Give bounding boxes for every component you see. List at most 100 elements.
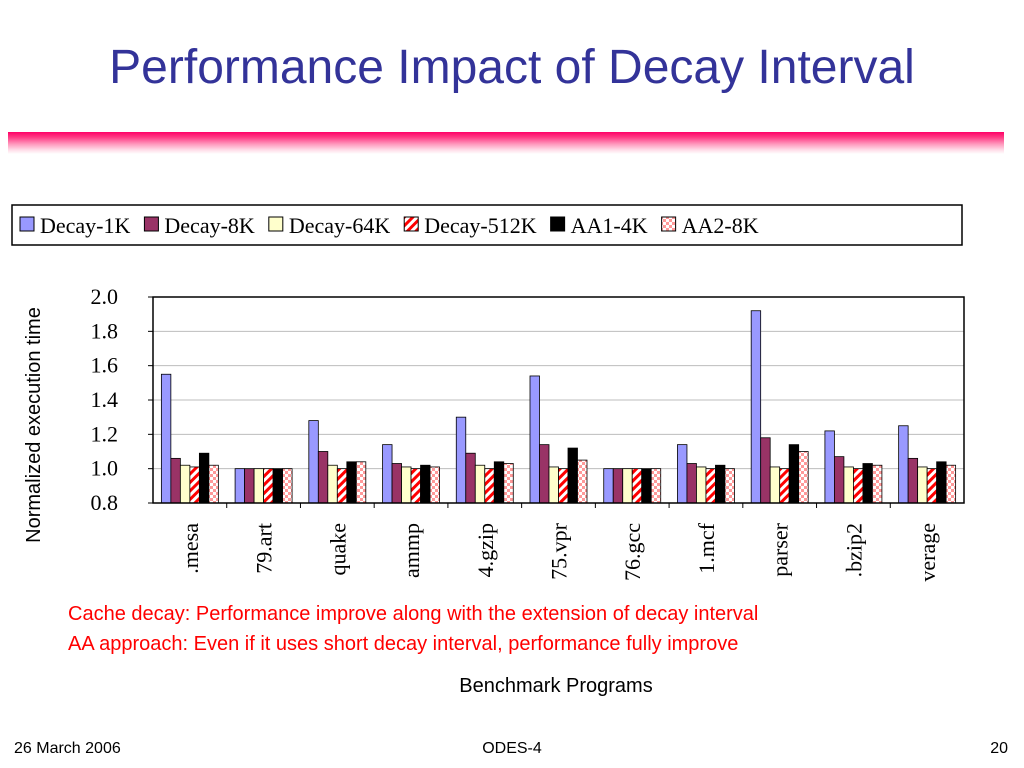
x-tick-label: quake [325,523,350,576]
bar-aa2-8k [503,463,514,504]
bar-decay-1k [898,425,909,504]
legend-label: Decay-1K [40,213,131,238]
bar-aa2-8k [208,464,219,504]
bar-decay-64k [401,466,412,504]
bar-decay-512k [631,468,643,504]
bar-decay-64k [696,466,707,504]
bar-decay-8k [834,456,845,504]
bar-decay-8k [907,457,919,504]
bar-decay-1k [160,373,172,504]
bar-decay-64k [843,466,854,504]
x-tick-label: ammp [399,523,424,578]
bar-aa1-4k [346,461,357,504]
bar-decay-64k [769,466,781,504]
footer-center: ODES-4 [482,740,542,757]
bar-decay-64k [474,464,486,504]
bar-aa2-8k [798,451,809,504]
bar-decay-512k [484,468,495,504]
bar-decay-1k [234,468,245,504]
legend: Decay-1K Decay-8K Decay-64K Decay-512K AA1-4… [11,204,963,246]
bar-decay-8k [686,463,697,504]
bar-decay-1k [455,416,467,504]
legend-swatch [403,216,419,232]
bar-decay-1k [308,420,319,504]
legend-swatch [661,216,677,232]
bar-decay-8k [244,468,255,504]
slide-title: Performance Impact of Decay Interval [109,41,915,94]
bar-decay-8k [760,437,771,504]
bar-decay-8k [465,452,476,504]
bar-decay-512k [705,468,716,504]
bar-aa2-8k [872,464,883,504]
bar-aa1-4k [198,452,210,504]
bar-decay-1k [677,444,688,504]
x-tick-label: 76.gcc [620,523,645,581]
bar-decay-8k [170,457,181,504]
bar-aa1-4k [272,468,283,504]
bar-aa2-8k [355,461,367,504]
bar-decay-512k [779,468,790,504]
x-tick-label: .mesa [178,523,203,574]
bar-aa1-4k [641,468,652,504]
bar-decay-512k [263,468,274,504]
bar-aa1-4k [788,444,800,504]
note-cache-decay: Cache decay: Performance improve along w… [68,603,759,625]
bar-decay-64k [622,468,633,504]
bar-decay-64k [179,464,191,504]
y-tick-label: 1.6 [91,353,119,378]
bar-aa2-8k [945,464,957,504]
bar-aa1-4k [493,461,505,504]
y-axis-ticks: 0.8 1.0 1.2 1.4 1.6 1.8 2.0 [91,284,153,515]
x-tick-label: parser [768,522,793,576]
bar-aa1-4k [715,464,726,504]
x-axis-ticks: .mesa 79.art quake ammp 4.gzip 75.vpr 76.gcc 1.… [178,503,940,582]
note-aa-approach: AA approach: Even if it uses short decay… [68,633,739,655]
y-tick-label: 1.2 [91,421,119,446]
legend-swatch [143,216,159,232]
legend-swatch [550,216,566,232]
bar-aa2-8k [282,468,293,504]
bar-decay-512k [410,468,421,504]
bar-decay-512k [336,468,348,504]
bar-aa2-8k [650,468,662,504]
x-axis-label: Benchmark Programs [459,675,653,697]
legend-swatch [268,216,284,232]
bar-decay-8k [317,451,329,504]
bar-decay-1k [382,444,393,504]
legend-label: AA2-8K [682,213,759,238]
bar-decay-64k [917,466,928,504]
bar-decay-8k [539,444,550,504]
legend-frame [11,204,963,246]
legend-label: Decay-64K [289,213,391,238]
bar-decay-1k [529,375,540,504]
bar-decay-64k [253,468,264,504]
bars [160,310,957,504]
bar-decay-1k [824,430,835,504]
x-tick-label: 4.gzip [473,523,498,577]
bar-decay-8k [612,468,624,504]
bar-decay-512k [926,468,938,504]
bar-aa1-4k [936,461,947,504]
title-rule [8,132,1004,154]
bar-aa1-4k [420,464,431,504]
bar-decay-512k [853,468,864,504]
y-tick-label: 2.0 [91,284,119,309]
x-tick-label: 75.vpr [547,522,572,580]
bar-decay-64k [548,466,559,504]
x-tick-label: 79.art [252,523,277,574]
x-tick-label: verage [915,523,940,582]
y-tick-label: 1.8 [91,318,119,343]
bar-aa2-8k [429,466,440,504]
bar-decay-1k [603,468,614,504]
y-axis-label: Normalized execution time [23,307,45,543]
y-tick-label: 1.4 [91,387,119,412]
gridlines [153,330,964,470]
legend-label: Decay-8K [164,213,255,238]
y-tick-label: 0.8 [91,490,119,515]
bar-aa2-8k [577,459,588,504]
y-tick-label: 1.0 [91,456,119,481]
bar-decay-64k [327,464,338,504]
bar-decay-8k [391,463,402,504]
footer-page-number: 20 [990,740,1008,757]
bar-decay-1k [750,310,762,504]
